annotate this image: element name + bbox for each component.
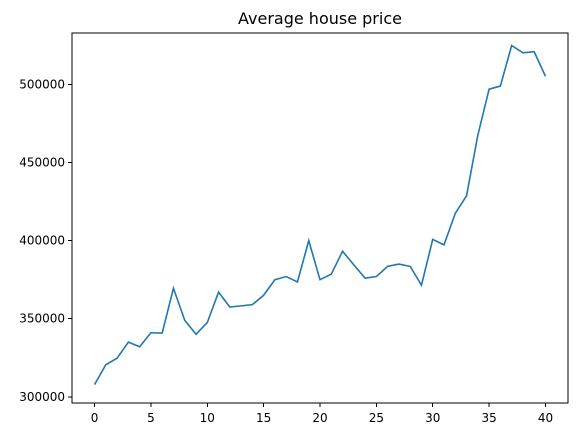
chart-title: Average house price	[238, 9, 402, 28]
y-tick-label: 350000	[19, 312, 65, 326]
x-tick-label: 40	[538, 411, 553, 425]
x-tick-label: 15	[256, 411, 271, 425]
series-line	[93, 44, 547, 385]
plot-frame	[71, 32, 569, 404]
x-tick-label: 0	[91, 411, 99, 425]
x-tick-label: 35	[481, 411, 496, 425]
y-tick-label: 450000	[19, 156, 65, 170]
x-tick-label: 25	[369, 411, 384, 425]
y-tick-label: 500000	[19, 78, 65, 92]
y-axis: 300000 350000 400000 450000 500000	[19, 78, 72, 404]
x-axis: 0 5 10 15 20 25 30 35 40	[91, 403, 553, 425]
x-tick-label: 10	[200, 411, 215, 425]
x-tick-label: 20	[312, 411, 327, 425]
x-tick-label: 30	[425, 411, 440, 425]
y-tick-label: 300000	[19, 390, 65, 404]
y-tick-label: 400000	[19, 234, 65, 248]
x-tick-label: 5	[147, 411, 155, 425]
